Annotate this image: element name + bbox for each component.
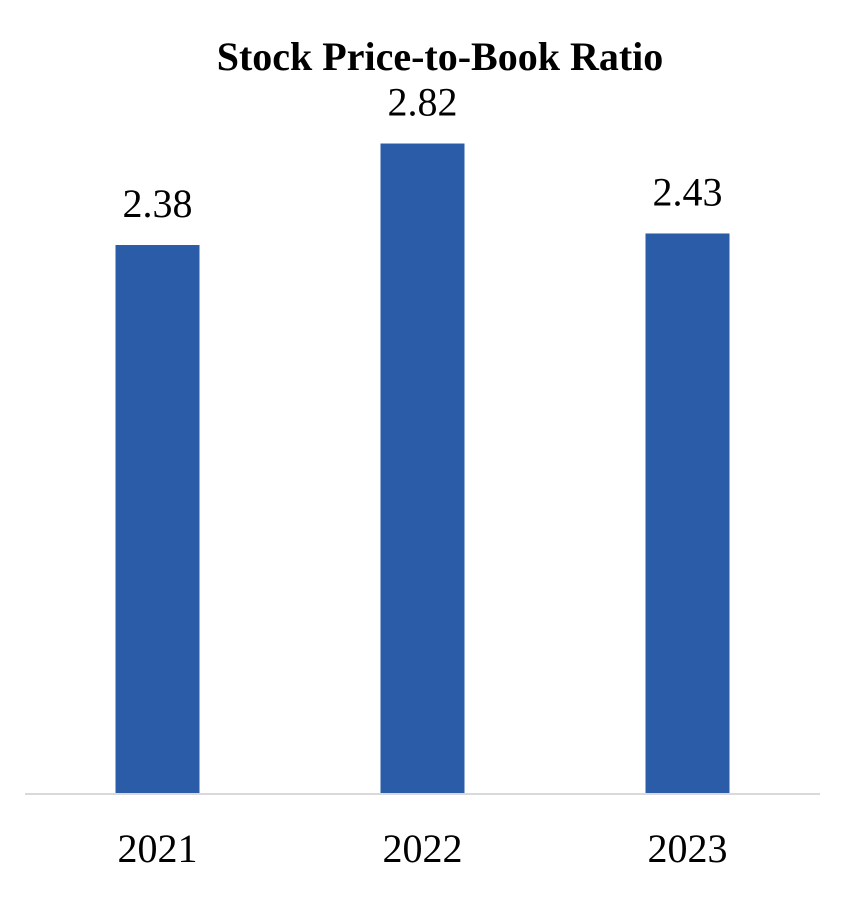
bar-2022 bbox=[380, 143, 465, 794]
bars-layer bbox=[115, 143, 730, 795]
data-label-2022: 2.82 bbox=[388, 80, 458, 125]
x-tick-labels-layer: 2021 2022 2023 bbox=[118, 826, 728, 871]
x-tick-label-2022: 2022 bbox=[383, 826, 463, 871]
data-label-2023: 2.43 bbox=[653, 169, 723, 214]
bar-2023 bbox=[645, 233, 730, 795]
x-tick-label-2023: 2023 bbox=[648, 826, 728, 871]
chart-title: Stock Price-to-Book Ratio bbox=[217, 34, 664, 79]
bar-2021 bbox=[115, 245, 200, 795]
data-labels-layer: 2.38 2.82 2.43 bbox=[123, 80, 723, 226]
data-label-2021: 2.38 bbox=[123, 181, 193, 226]
x-tick-label-2021: 2021 bbox=[118, 826, 198, 871]
